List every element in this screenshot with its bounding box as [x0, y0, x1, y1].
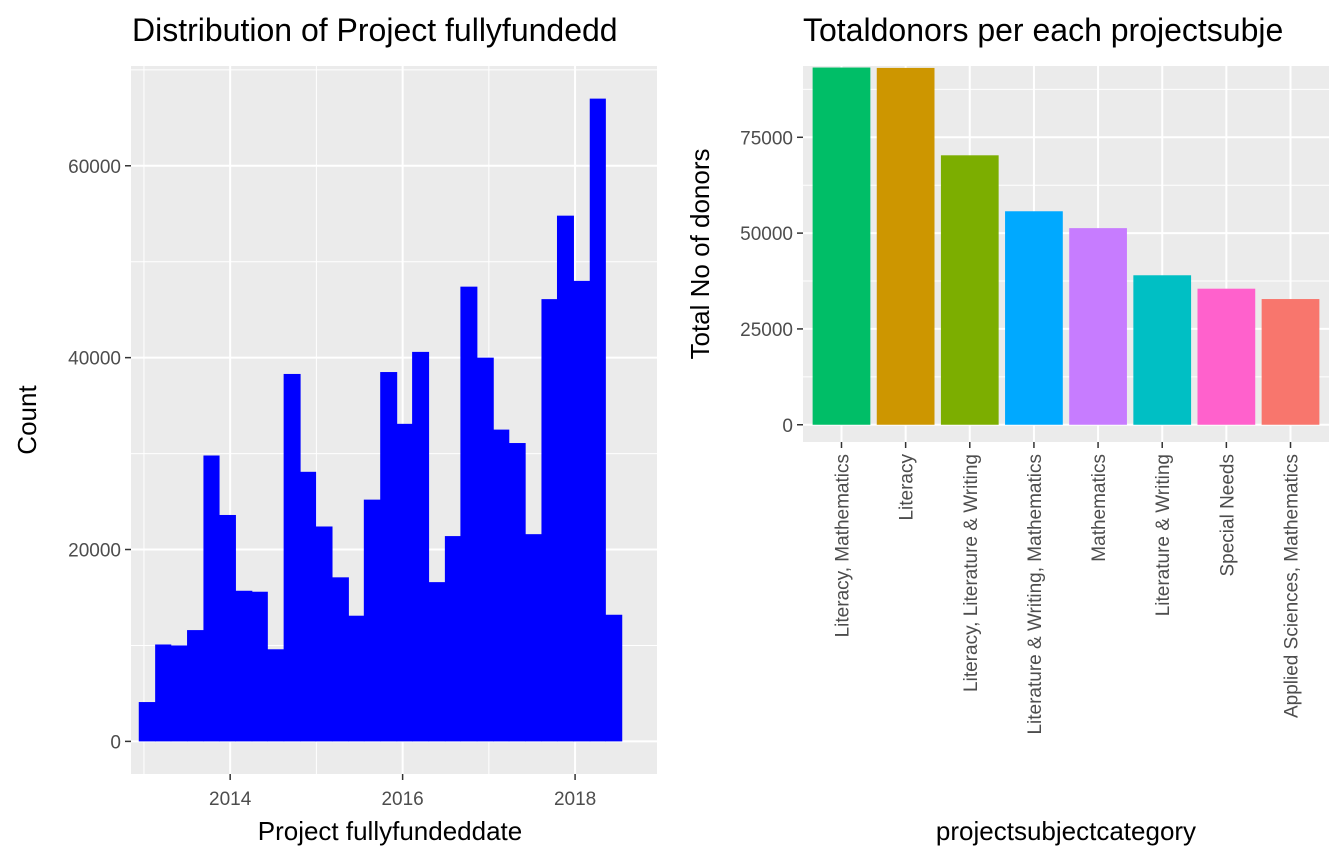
- bar-chart-bar: [1005, 211, 1063, 425]
- bar-chart-category-label: Literacy, Literature & Writing: [961, 454, 982, 692]
- histogram-bar: [412, 351, 430, 742]
- bar-chart-category-label: Special Needs: [1217, 454, 1238, 577]
- histogram-bar: [155, 644, 172, 742]
- histogram-y-tick-label: 60000: [68, 157, 121, 178]
- histogram-x-tick-label: 2016: [381, 789, 423, 810]
- bar-chart-bar: [1133, 275, 1192, 425]
- histogram-bar: [267, 649, 285, 742]
- histogram-bar: [203, 455, 220, 742]
- histogram-bar: [331, 577, 349, 742]
- bar-chart-bar: [1069, 228, 1127, 425]
- donors-bar-chart: Totaldonors per each projectsubje 0 25000…: [685, 12, 1329, 846]
- histogram-bar: [138, 702, 156, 742]
- bar-chart-category-label: Literature & Writing: [1153, 454, 1174, 616]
- bar-chart-y-tick-label: 75000: [740, 128, 793, 149]
- bar-chart-bar: [812, 67, 871, 425]
- histogram-bar: [556, 215, 574, 742]
- bar-chart-y-tick-label: 25000: [740, 320, 793, 341]
- histogram-bar: [589, 98, 606, 742]
- histogram-y-axis: 0 20000 40000 60000: [68, 157, 131, 753]
- histogram-y-tick-label: 40000: [68, 349, 121, 370]
- histogram-bar: [251, 591, 268, 742]
- histogram-bars: [138, 98, 623, 742]
- bar-chart-category-label: Mathematics: [1089, 454, 1110, 562]
- bar-chart-y-axis: 0 25000 50000 75000: [740, 128, 803, 437]
- histogram-bar: [508, 443, 526, 742]
- bar-chart-category-label: Literacy, Mathematics: [832, 454, 853, 637]
- histogram-y-tick-label: 20000: [68, 541, 121, 562]
- bar-chart-bar: [940, 155, 999, 425]
- histogram-bar: [396, 423, 413, 742]
- histogram-bar: [315, 526, 333, 742]
- histogram-bar: [476, 357, 494, 742]
- bar-chart-category-label: Literacy: [897, 454, 918, 521]
- bar-chart-x-axis-title: projectsubjectcategory: [936, 816, 1196, 846]
- histogram-bar: [605, 614, 623, 742]
- histogram-bar: [283, 373, 301, 742]
- histogram-y-tick-label: 0: [110, 732, 121, 753]
- bar-chart-y-tick-label: 50000: [740, 224, 793, 245]
- bar-chart-y-axis-title: Total No of donors: [685, 148, 715, 359]
- histogram-x-tick-label: 2018: [554, 789, 596, 810]
- histogram-title: Distribution of Project fullyfundedd: [132, 12, 618, 48]
- histogram-chart: Distribution of Project fullyfundedd 0 20…: [12, 12, 657, 846]
- histogram-bar: [444, 536, 461, 742]
- histogram-bar: [300, 471, 317, 742]
- bar-chart-bars: [812, 67, 1320, 425]
- histogram-bar: [380, 372, 398, 742]
- bar-chart-x-axis: Literacy, Mathematics Literacy Literacy, L…: [832, 442, 1303, 735]
- histogram-bar: [187, 630, 205, 742]
- histogram-bar: [218, 514, 236, 742]
- bar-chart-bar: [1261, 299, 1320, 425]
- histogram-bar: [460, 286, 478, 742]
- histogram-x-axis-title: Project fullyfundeddate: [258, 816, 523, 846]
- histogram-y-axis-title: Count: [12, 385, 42, 455]
- histogram-bar: [170, 645, 188, 742]
- histogram-bar: [573, 280, 591, 742]
- histogram-bar: [525, 534, 543, 742]
- histogram-bar: [235, 590, 253, 742]
- bar-chart-category-label: Applied Sciences, Mathematics: [1282, 454, 1303, 718]
- histogram-bar: [428, 582, 446, 742]
- histogram-bar: [348, 615, 365, 742]
- histogram-bar: [493, 429, 510, 742]
- bar-chart-category-label: Literature & Writing, Mathematics: [1025, 454, 1046, 735]
- histogram-x-axis: 2014 2016 2018: [209, 774, 596, 810]
- bar-chart-title: Totaldonors per each projectsubje: [803, 12, 1283, 48]
- histogram-bar: [541, 299, 558, 742]
- histogram-bar: [363, 499, 381, 742]
- bar-chart-y-tick-label: 0: [782, 416, 793, 437]
- histogram-x-tick-label: 2014: [209, 789, 252, 810]
- bar-chart-bar: [1197, 288, 1256, 425]
- bar-chart-bar: [876, 67, 935, 425]
